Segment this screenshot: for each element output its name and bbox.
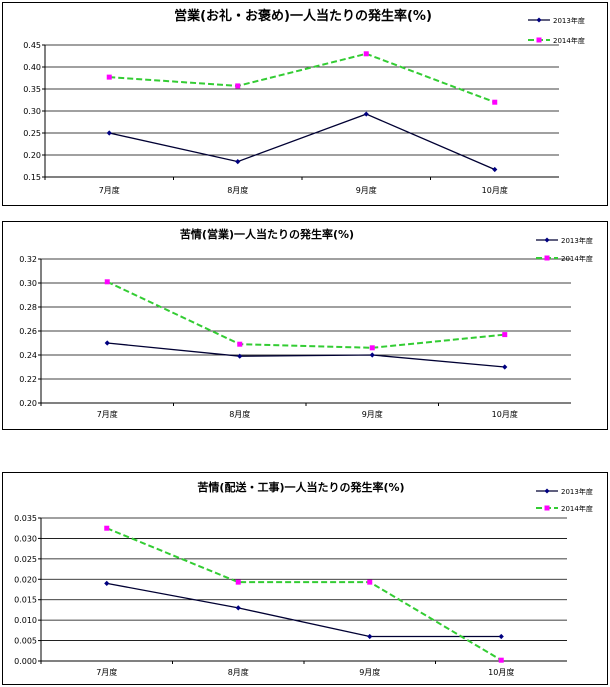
series-line-1	[106, 527, 502, 662]
x-tick-label: 7月度	[99, 185, 120, 195]
data-point	[106, 74, 112, 80]
data-point	[363, 51, 369, 57]
chart-panel-sales-complaints: 苦情(営業)一人当たりの発生率(%) 0.32 0.30 0.28 0.26 0.24 0.…	[2, 221, 608, 430]
legend-label: 2014年度	[553, 36, 585, 45]
legend-marker	[544, 505, 550, 511]
y-tick-label: 0.25	[23, 129, 41, 138]
y-tick-label: 0.035	[14, 514, 37, 523]
data-point	[363, 111, 369, 117]
y-tick-label: 0.26	[19, 327, 37, 336]
data-point	[104, 340, 110, 346]
data-point	[235, 605, 241, 611]
data-point	[104, 525, 110, 531]
data-point	[235, 83, 241, 89]
data-point	[367, 633, 373, 640]
data-point	[237, 353, 243, 359]
chart-panel-delivery-complaints: 苦情(配送・工事)一人当たりの発生率(%) 0.035 0.030 0.025 0.02…	[2, 472, 608, 685]
data-point	[104, 580, 110, 586]
legend-label: 2013年度	[561, 236, 593, 245]
data-point	[492, 166, 498, 173]
series-line-1	[106, 280, 505, 349]
data-point	[498, 633, 504, 640]
legend-marker	[544, 255, 550, 261]
y-tick-label: 0.32	[19, 255, 37, 264]
y-tick-label: 0.30	[19, 279, 37, 288]
chart-title: 営業(お礼・お褒め)一人当たりの発生率(%)	[174, 8, 432, 24]
series-line-1	[109, 52, 496, 104]
legend-label: 2013年度	[561, 487, 593, 496]
chart-svg: 苦情(配送・工事)一人当たりの発生率(%) 0.035 0.030 0.025 0.02…	[14, 480, 593, 677]
series-line-0	[109, 113, 496, 171]
y-tick-label: 0.28	[19, 303, 37, 312]
legend-label: 2014年度	[561, 504, 593, 513]
data-point	[106, 130, 112, 136]
x-tick-label: 7月度	[96, 667, 117, 677]
x-tick-label: 7月度	[97, 409, 118, 419]
y-tick-label: 0.20	[23, 151, 41, 160]
y-tick-label: 0.20	[19, 399, 37, 408]
legend-marker	[536, 37, 542, 43]
y-tick-label: 0.005	[14, 637, 37, 646]
x-tick-label: 9月度	[356, 185, 377, 195]
legend-marker	[544, 488, 550, 494]
legend-label: 2014年度	[561, 254, 593, 263]
x-tick-label: 9月度	[359, 667, 380, 677]
x-tick-label: 10月度	[482, 185, 508, 195]
data-point	[369, 345, 375, 351]
y-tick-label: 0.30	[23, 107, 41, 116]
y-tick-label: 0.015	[14, 596, 37, 605]
data-point	[502, 364, 508, 370]
data-point	[369, 352, 375, 358]
y-tick-label: 0.40	[23, 63, 41, 72]
x-tick-label: 9月度	[362, 409, 383, 419]
y-tick-label: 0.010	[14, 616, 37, 625]
y-tick-label: 0.24	[19, 351, 37, 360]
y-tick-label: 0.45	[23, 41, 41, 50]
y-tick-label: 0.35	[23, 85, 41, 94]
x-tick-label: 10月度	[492, 409, 518, 419]
y-tick-label: 0.22	[19, 375, 37, 384]
data-point	[104, 279, 110, 285]
legend-marker	[536, 17, 542, 23]
chart-svg: 苦情(営業)一人当たりの発生率(%) 0.32 0.30 0.28 0.26 0.24 0.…	[19, 227, 593, 419]
legend-label: 2013年度	[553, 16, 585, 25]
data-point	[235, 579, 241, 585]
data-point	[237, 341, 243, 347]
series-line-0	[106, 582, 502, 638]
data-point	[367, 579, 373, 585]
chart-svg: 営業(お礼・お褒め)一人当たりの発生率(%) 0.45 0.40 0.35 0.30 0.…	[23, 8, 585, 195]
y-tick-label: 0.025	[14, 555, 37, 564]
data-point	[235, 159, 241, 165]
legend-marker	[544, 237, 550, 243]
y-tick-label: 0.030	[14, 534, 37, 543]
chart-title: 苦情(配送・工事)一人当たりの発生率(%)	[197, 480, 404, 494]
y-tick-label: 0.15	[23, 173, 41, 182]
data-point	[502, 332, 508, 338]
chart-panel-sales-praise: 営業(お礼・お褒め)一人当たりの発生率(%) 0.45 0.40 0.35 0.30 0.…	[2, 2, 608, 206]
data-point	[492, 99, 498, 105]
y-tick-label: 0.000	[14, 657, 37, 666]
x-tick-label: 8月度	[229, 409, 250, 419]
chart-title: 苦情(営業)一人当たりの発生率(%)	[180, 227, 354, 241]
x-tick-label: 8月度	[228, 667, 249, 677]
y-tick-label: 0.020	[14, 575, 37, 584]
x-tick-label: 10月度	[488, 667, 514, 677]
data-point	[498, 657, 504, 663]
series-line-0	[107, 342, 505, 368]
x-tick-label: 8月度	[227, 185, 248, 195]
